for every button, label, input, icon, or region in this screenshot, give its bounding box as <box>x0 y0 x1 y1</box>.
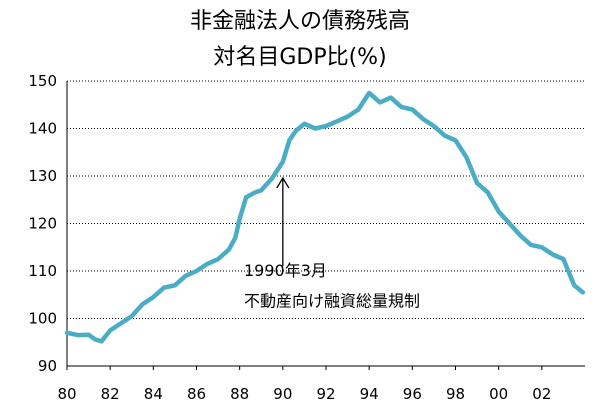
x-tick-label: 88 <box>230 385 249 403</box>
annotation-line-1: 1990年3月 <box>244 261 327 280</box>
chart-title-line-1: 非金融法人の債務残高 <box>190 9 410 34</box>
annotation-line-2: 不動産向け融資総量規制 <box>244 292 420 311</box>
chart-title: 非金融法人の債務残高 対名目GDP比(%) <box>190 9 410 70</box>
y-tick-label: 130 <box>28 167 57 185</box>
chart-title-line-2: 対名目GDP比(%) <box>213 45 386 70</box>
x-tick-label: 90 <box>273 385 292 403</box>
x-tick-label: 02 <box>532 385 551 403</box>
x-tick-label: 82 <box>101 385 120 403</box>
series-group <box>64 90 586 344</box>
x-tick-label: 94 <box>360 385 379 403</box>
y-axis-ticks: 90 100 110 120 130 140 150 <box>28 72 57 375</box>
y-tick-label: 110 <box>28 262 57 280</box>
y-tick-label: 120 <box>28 215 57 233</box>
x-tick-label: 98 <box>446 385 465 403</box>
annotation-arrowhead <box>276 176 290 189</box>
x-axis-ticks: 80 82 84 86 88 90 92 94 96 98 00 02 <box>57 366 551 403</box>
x-tick-label: 80 <box>57 385 76 403</box>
y-tick-label: 150 <box>28 72 57 90</box>
y-tick-label: 140 <box>28 120 57 138</box>
series-line-0 <box>64 90 586 344</box>
x-tick-label: 86 <box>187 385 206 403</box>
x-tick-label: 96 <box>403 385 422 403</box>
x-tick-label: 00 <box>489 385 508 403</box>
y-tick-label: 90 <box>38 357 57 375</box>
x-tick-label: 84 <box>144 385 163 403</box>
x-tick-label: 92 <box>316 385 335 403</box>
y-tick-label: 100 <box>28 310 57 328</box>
annotation: 1990年3月 不動産向け融資総量規制 <box>244 176 420 311</box>
